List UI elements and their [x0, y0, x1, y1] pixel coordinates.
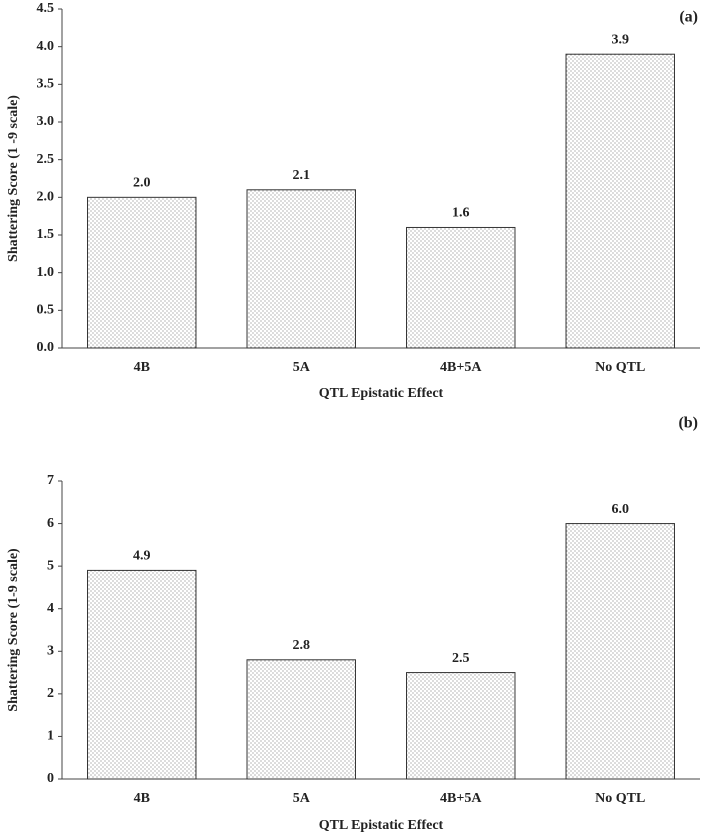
bar [565, 53, 675, 349]
x-axis-title: QTL Epistatic Effect [319, 818, 444, 833]
x-tick-label: 4B [134, 791, 150, 806]
x-axis-title: QTL Epistatic Effect [319, 386, 444, 401]
y-tick-label: 0.0 [37, 340, 55, 355]
x-tick-label: No QTL [595, 360, 645, 375]
y-tick-label: 7 [47, 473, 54, 488]
value-label: 2.5 [452, 651, 470, 666]
value-label: 6.0 [612, 502, 630, 517]
bar [565, 523, 675, 780]
bar [406, 672, 516, 780]
x-tick-label: 4B [134, 360, 150, 375]
y-tick-label: 1.0 [37, 265, 55, 280]
y-tick-label: 2.5 [37, 152, 55, 167]
value-label: 4.9 [133, 549, 151, 564]
panel-label: (b) [678, 415, 698, 432]
value-label: 1.6 [452, 206, 470, 221]
y-axis-title: Shattering Score (1 -9 scale) [6, 95, 21, 262]
y-tick-label: 6 [47, 516, 54, 531]
x-tick-label: 4B+5A [440, 791, 482, 806]
bar [246, 189, 356, 349]
value-label: 2.8 [293, 638, 311, 653]
y-tick-label: 0 [47, 771, 54, 786]
y-tick-label: 0.5 [37, 303, 55, 318]
value-label: 3.9 [612, 32, 630, 47]
y-tick-label: 4.5 [37, 1, 55, 16]
y-tick-label: 5 [47, 558, 54, 573]
value-label: 2.1 [293, 168, 311, 183]
y-tick-label: 3 [47, 644, 54, 659]
bar [87, 569, 197, 780]
x-tick-label: 5A [293, 360, 311, 375]
y-tick-label: 4 [47, 601, 54, 616]
y-axis-title: Shattering Score (1-9 scale) [6, 548, 21, 712]
y-tick-label: 1.5 [37, 227, 55, 242]
x-tick-label: 4B+5A [440, 360, 482, 375]
y-tick-label: 2.0 [37, 190, 55, 205]
y-tick-label: 3.0 [37, 114, 55, 129]
y-tick-label: 1 [47, 729, 54, 744]
value-label: 2.0 [133, 176, 151, 191]
y-tick-label: 3.5 [37, 77, 55, 92]
x-tick-label: No QTL [595, 791, 645, 806]
y-tick-label: 4.0 [37, 39, 55, 54]
panel-label: (a) [679, 9, 698, 26]
bar [406, 226, 516, 349]
x-tick-label: 5A [293, 791, 311, 806]
bar [87, 196, 197, 349]
bar [246, 659, 356, 780]
y-tick-label: 2 [47, 686, 54, 701]
